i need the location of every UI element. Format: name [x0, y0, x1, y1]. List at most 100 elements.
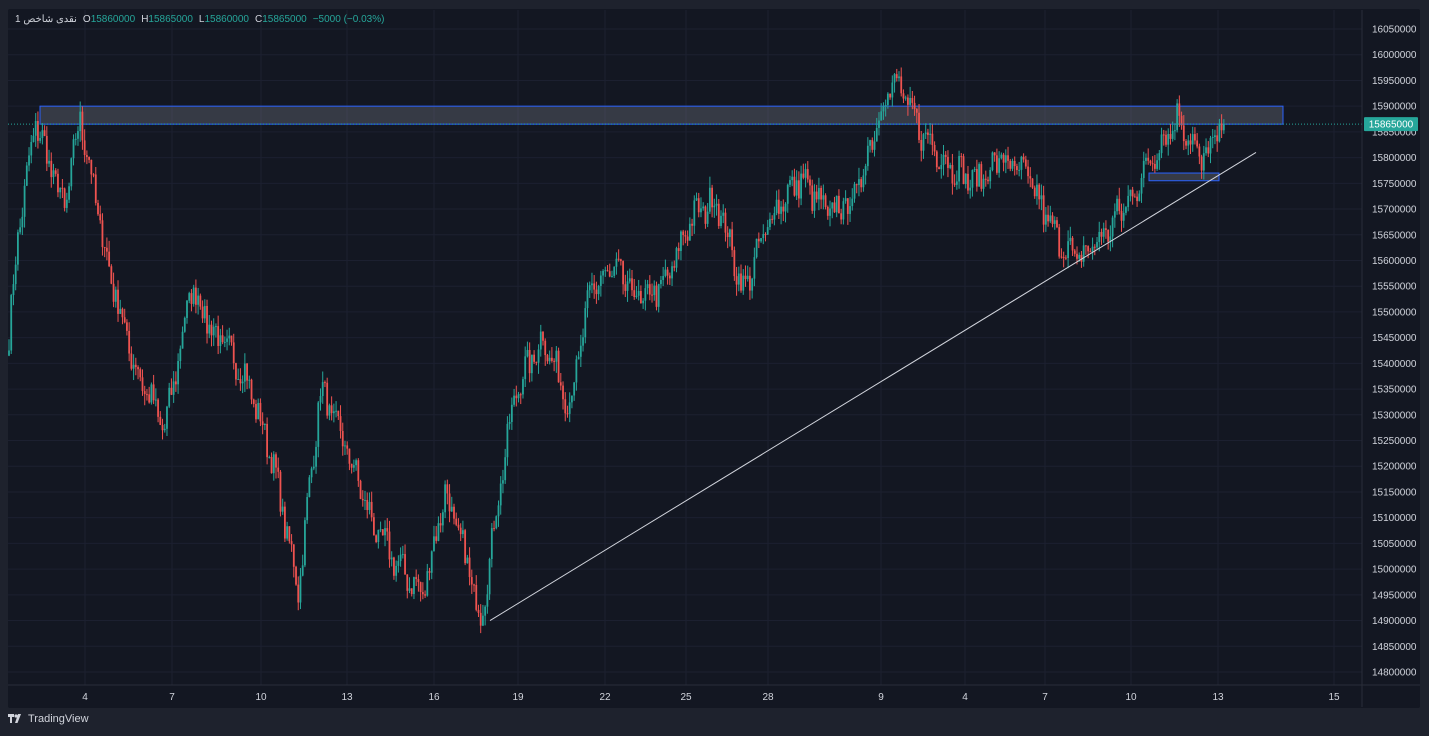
y-tick-label: 15100000	[1372, 513, 1417, 524]
candle-body	[148, 394, 151, 403]
candle-body	[1191, 134, 1194, 145]
y-tick-label: 15600000	[1372, 256, 1417, 267]
candle-body	[1209, 137, 1212, 154]
candle-body	[1136, 196, 1138, 202]
candle-body	[929, 133, 932, 135]
candle-body	[161, 424, 164, 431]
candle-body	[773, 213, 776, 220]
candle-body	[212, 326, 215, 336]
ohlc-legend: 1 نقدی شاخص O15860000 H15865000 L1586000…	[15, 14, 384, 25]
candle-body	[510, 404, 513, 423]
candle-body	[608, 271, 611, 277]
candle-body	[368, 501, 371, 511]
candle-body	[201, 306, 204, 319]
candle-body	[488, 558, 491, 595]
y-tick-label: 15550000	[1372, 282, 1417, 293]
candle-body	[25, 165, 28, 186]
candle-body	[188, 293, 191, 301]
candle-body	[379, 529, 382, 531]
candle-body	[693, 200, 696, 226]
candle-body	[192, 287, 195, 304]
candle-body	[332, 411, 335, 414]
candle-body	[842, 201, 845, 220]
y-tick-label: 15900000	[1372, 102, 1417, 113]
candle-body	[163, 428, 166, 431]
candle-body	[455, 518, 458, 525]
candle-body	[361, 498, 364, 501]
candle-body	[14, 264, 17, 285]
candle-body	[588, 285, 591, 291]
candle-body	[441, 512, 444, 526]
low-value: 15860000	[204, 14, 249, 25]
candle-body	[740, 273, 742, 291]
candle-body	[640, 290, 642, 304]
y-tick-label: 15700000	[1372, 205, 1417, 216]
symbol-label[interactable]: 1 نقدی شاخص	[15, 14, 77, 25]
candle-body	[1129, 189, 1132, 196]
candle-body	[108, 251, 111, 267]
candle-body	[419, 582, 422, 593]
candle-body	[208, 324, 211, 334]
candle-body	[444, 484, 446, 513]
candle-body	[43, 130, 46, 136]
candle-body	[731, 229, 734, 251]
candle-body	[106, 247, 108, 252]
candle-body	[660, 279, 662, 285]
candle-body	[408, 588, 411, 591]
candle-body	[1087, 246, 1090, 252]
candle-body	[130, 353, 133, 369]
candle-body	[644, 288, 647, 301]
candle-body	[530, 354, 533, 374]
candle-body	[593, 283, 596, 290]
y-tick-label: 16050000	[1372, 25, 1417, 36]
candle-body	[1029, 176, 1032, 179]
candle-body	[1131, 189, 1134, 197]
candle-body	[522, 379, 524, 395]
candle-body	[513, 395, 515, 405]
candle-body	[450, 506, 453, 512]
candle-body	[835, 195, 838, 213]
candle-body	[575, 359, 578, 383]
candle-body	[619, 259, 622, 262]
candle-body	[735, 276, 738, 285]
candle-body	[551, 357, 553, 361]
candle-body	[1118, 198, 1121, 211]
candle-body	[203, 305, 206, 319]
candle-body	[864, 166, 867, 176]
x-tick-label: 25	[680, 692, 692, 703]
y-tick-label: 15950000	[1372, 76, 1417, 87]
candle-body	[475, 584, 478, 610]
candle-body	[243, 363, 246, 382]
x-tick-label: 10	[1125, 692, 1137, 703]
candle-body	[375, 535, 378, 543]
candle-body	[987, 179, 989, 182]
tradingview-brand[interactable]: TradingView	[8, 713, 89, 725]
candle-body	[889, 93, 891, 98]
y-tick-label: 14800000	[1372, 668, 1417, 679]
y-tick-label: 16000000	[1372, 50, 1417, 61]
candle-body	[715, 203, 718, 206]
candle-body	[119, 308, 122, 314]
candle-body	[284, 506, 286, 539]
candle-body	[893, 74, 896, 83]
open-key: O	[82, 14, 91, 25]
candle-body	[504, 457, 507, 481]
trendline	[489, 152, 1257, 621]
candle-body	[824, 195, 827, 207]
candle-body	[804, 169, 807, 178]
candle-body	[777, 199, 780, 214]
candle-body	[310, 468, 313, 478]
candle-body	[1196, 140, 1199, 147]
candle-body	[417, 579, 420, 583]
candle-body	[406, 574, 409, 591]
candle-body	[851, 198, 854, 207]
candle-body	[228, 335, 231, 339]
candle-body	[920, 139, 923, 151]
candle-body	[117, 289, 119, 314]
candle-body	[1109, 236, 1112, 242]
candle-body	[1093, 246, 1096, 248]
candle-body	[1018, 169, 1021, 171]
resistance-zone	[39, 105, 1284, 125]
high-value: 15865000	[148, 14, 193, 25]
